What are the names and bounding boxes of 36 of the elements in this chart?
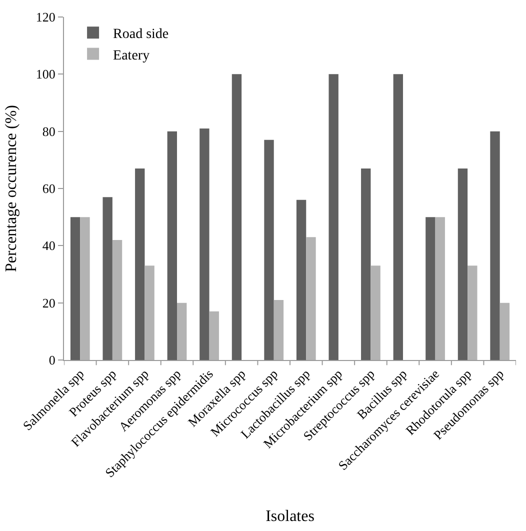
bar <box>393 74 403 360</box>
y-tick-label: 100 <box>36 66 56 82</box>
bar <box>468 266 478 360</box>
bar <box>102 197 112 360</box>
bar <box>112 240 122 360</box>
y-axis-title: Percentage occurence (%) <box>2 105 20 272</box>
bar <box>328 74 338 360</box>
bar <box>80 217 90 360</box>
bar <box>490 131 500 360</box>
bar <box>370 266 380 360</box>
bar <box>200 128 210 360</box>
y-tick-label: 0 <box>48 352 56 368</box>
x-axis-title: Isolates <box>266 508 314 525</box>
y-tick-label: 120 <box>36 10 56 25</box>
y-tick-label: 60 <box>42 181 56 196</box>
legend-label: Road side <box>113 27 169 42</box>
legend-label: Eatery <box>113 48 150 64</box>
bar <box>296 200 306 360</box>
bar <box>209 311 219 360</box>
bar <box>306 237 316 360</box>
y-tick-label: 80 <box>42 124 56 139</box>
bar <box>426 217 436 360</box>
bar <box>144 266 154 360</box>
bar <box>167 131 177 360</box>
bar <box>458 168 468 360</box>
bar <box>500 302 510 360</box>
bar <box>264 140 274 360</box>
bar <box>135 168 145 360</box>
bar <box>70 217 80 360</box>
bar <box>435 217 445 360</box>
y-tick-label: 40 <box>42 238 56 254</box>
bar <box>361 168 371 360</box>
bar <box>177 302 187 360</box>
bar <box>232 74 242 360</box>
bar <box>274 300 284 360</box>
y-tick-label: 20 <box>42 295 56 310</box>
